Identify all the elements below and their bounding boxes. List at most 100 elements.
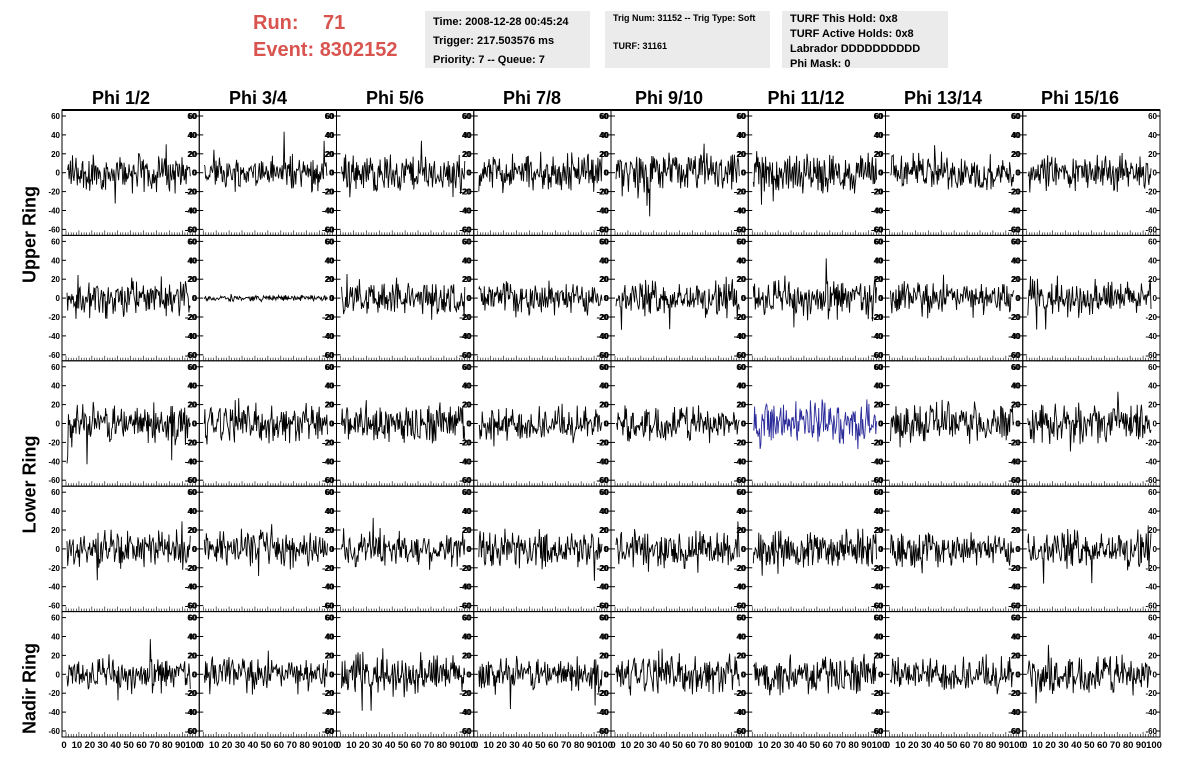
y-tick-label: 0: [467, 670, 472, 679]
y-tick-label: -60: [185, 225, 197, 234]
y-tick-label: -60: [322, 476, 334, 485]
priority-text: Priority: 7 -- Queue: 7: [433, 54, 545, 66]
y-tick-label: 40: [874, 507, 883, 516]
y-tick-label: 0: [878, 420, 883, 429]
y-tick-label: 40: [325, 131, 334, 140]
waveform-trace: [615, 143, 740, 217]
y-tick-label: 40: [462, 256, 471, 265]
y-tick-label: 40: [463, 131, 472, 140]
y-tick-label: -20: [460, 313, 472, 322]
y-tick-label: -20: [1008, 564, 1020, 573]
y-tick-label: 20: [875, 150, 884, 159]
y-tick-label: -60: [1009, 602, 1021, 611]
y-tick-label: 60: [1012, 237, 1021, 246]
waveform-panel: 60 60 40 40 20 20 0 0 -20 -20 -40 -40 -60 -60: [323, 611, 475, 738]
waveform-panel: 60 60 40 40 20 20 0 0 -20 -20 -40 -40 -60 -60: [1009, 360, 1161, 487]
y-tick-label: 20: [188, 275, 197, 284]
turf-hold-text: TURF This Hold: 0x8: [790, 13, 898, 25]
y-tick-label: -40: [186, 332, 198, 341]
waveform-panel: 60 60 40 40 20 20 0 0 -20 -20 -40 -40 -60 -60: [186, 611, 337, 738]
y-tick-label: -60: [323, 476, 335, 485]
x-tick-label: 100: [872, 740, 888, 751]
waveform-panel: 60 60 40 40 20 20 0 0 -20 -20 -40 -40 -60 -60: [186, 234, 337, 362]
y-tick-label: 40: [187, 507, 196, 516]
y-tick-label: -20: [597, 313, 609, 322]
waveform-trace: [478, 655, 603, 710]
y-tick-label: -40: [323, 708, 335, 717]
y-tick-label: -20: [1008, 689, 1020, 698]
x-tick-label: 70: [973, 740, 984, 751]
y-tick-label: 40: [187, 131, 196, 140]
x-tick-label: 20: [496, 740, 507, 751]
y-tick-label: -60: [596, 225, 608, 234]
y-tick-label: -20: [734, 438, 746, 447]
column-label-phi-15-16: Phi 15/16: [1040, 88, 1120, 108]
y-tick-label: 60: [325, 112, 334, 121]
y-tick-label: -20: [186, 564, 198, 573]
y-tick-label: -20: [322, 313, 334, 322]
waveform-panel: 60 60 40 40 20 20 0 0 -20 -20 -40 -40 -60 -60: [1009, 485, 1161, 613]
y-tick-label: -40: [48, 332, 60, 341]
column-label-phi-11-12: Phi 11/12: [767, 88, 845, 108]
waveform-panel: 60 60 40 40 20 20 0 0 -20 -20 -40 -40 -60 -60: [460, 360, 612, 487]
y-tick-label: 20: [462, 526, 471, 535]
y-tick-label: 60: [874, 112, 883, 121]
y-tick-label: 60: [463, 112, 472, 121]
y-tick-label: 20: [463, 651, 472, 660]
y-tick-label: 0: [467, 169, 472, 178]
y-tick-label: 0: [467, 545, 472, 554]
y-tick-label: 0: [192, 169, 197, 178]
waveform-panel: 60 60 40 40 20 20 0 0 -20 -20 -40 -40 -60 -60: [872, 360, 1024, 487]
y-tick-label: -20: [322, 689, 334, 698]
y-tick-label: -40: [596, 332, 608, 341]
x-tick-label: 70: [561, 740, 572, 751]
y-tick-label: 60: [188, 363, 197, 372]
y-tick-label: 60: [325, 363, 334, 372]
y-tick-label: -20: [872, 313, 884, 322]
y-tick-label: -20: [48, 188, 60, 197]
y-tick-label: -20: [459, 188, 471, 197]
y-tick-label: -60: [872, 602, 884, 611]
y-tick-label: -60: [596, 727, 608, 736]
y-tick-label: 0: [467, 420, 472, 429]
waveform-panel: 60 60 40 40 20 20 0 0 -20 -20 -40 -40 -60 -60: [48, 234, 200, 362]
x-tick-label: 20: [634, 740, 645, 751]
y-tick-label: 0: [330, 169, 335, 178]
y-tick-label: 40: [737, 633, 746, 642]
y-tick-label: -40: [734, 708, 746, 717]
y-tick-label: -60: [323, 602, 335, 611]
waveform-trace: [203, 131, 328, 193]
y-tick-label: -20: [1145, 564, 1157, 573]
column-label-phi-3-4: Phi 3/4: [228, 88, 288, 108]
y-tick-label: 40: [51, 131, 60, 140]
y-tick-label: 0: [878, 294, 883, 303]
x-tick-label: 40: [797, 740, 808, 751]
y-tick-label: 60: [599, 112, 608, 121]
y-tick-label: -40: [597, 708, 609, 717]
y-tick-label: -40: [1008, 332, 1020, 341]
y-tick-label: -60: [459, 476, 471, 485]
y-tick-label: -40: [872, 583, 884, 592]
y-tick-label: -60: [597, 351, 609, 360]
y-tick-label: 60: [187, 237, 196, 246]
y-tick-label: 60: [875, 488, 884, 497]
waveform-trace: [1027, 525, 1152, 584]
y-tick-label: 40: [326, 507, 335, 516]
y-tick-label: 60: [600, 237, 609, 246]
y-tick-label: -60: [48, 225, 60, 234]
y-tick-label: 60: [1011, 614, 1020, 623]
y-tick-label: 0: [56, 670, 61, 679]
y-tick-label: 40: [463, 382, 472, 391]
y-tick-label: 60: [736, 237, 745, 246]
x-tick-label: 80: [848, 740, 859, 751]
x-tick-label: 70: [424, 740, 435, 751]
y-tick-label: -60: [1009, 225, 1021, 234]
y-tick-label: -40: [322, 332, 334, 341]
x-tick-label: 80: [574, 740, 585, 751]
x-tick-label: 0: [748, 740, 753, 751]
y-tick-label: -40: [734, 207, 746, 216]
y-tick-label: 60: [600, 363, 609, 372]
y-tick-label: 20: [736, 651, 745, 660]
waveform-trace: [752, 151, 877, 205]
y-tick-label: 0: [466, 294, 471, 303]
